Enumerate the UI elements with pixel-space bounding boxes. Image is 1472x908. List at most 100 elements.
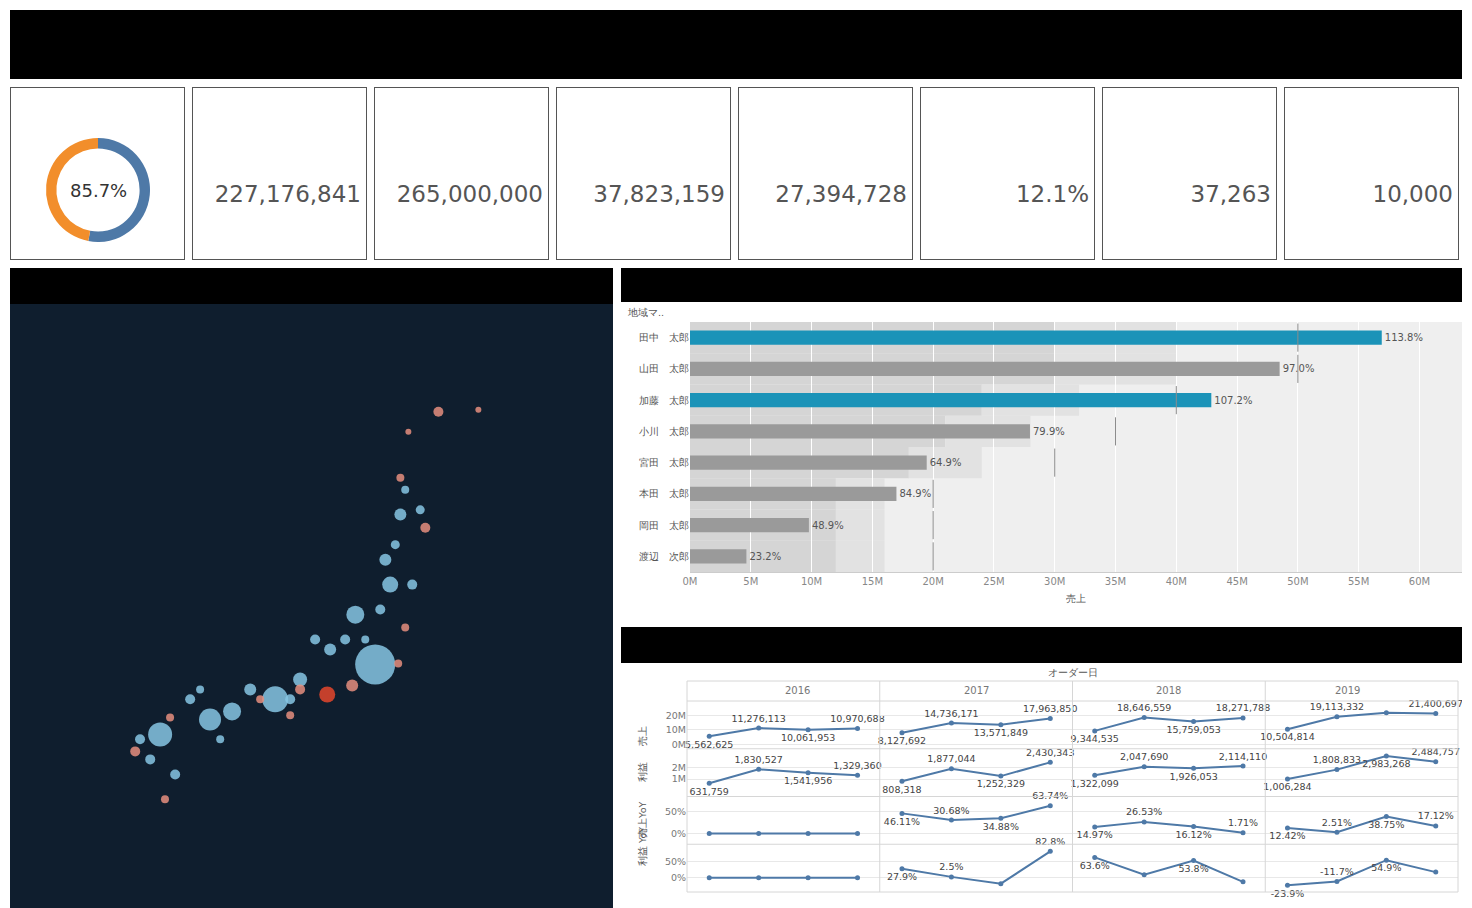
svg-text:97.0%: 97.0% bbox=[1283, 363, 1315, 374]
svg-text:5M: 5M bbox=[743, 576, 758, 587]
svg-text:1,322,099: 1,322,099 bbox=[1071, 778, 1119, 789]
svg-text:113.8%: 113.8% bbox=[1385, 332, 1423, 343]
svg-text:0M: 0M bbox=[683, 576, 698, 587]
svg-text:1,830,527: 1,830,527 bbox=[734, 754, 782, 765]
svg-text:13,571,849: 13,571,849 bbox=[974, 727, 1028, 738]
svg-text:小川 太郎: 小川 太郎 bbox=[639, 426, 689, 437]
svg-text:加藤 太郎: 加藤 太郎 bbox=[639, 395, 689, 406]
svg-text:2M: 2M bbox=[672, 762, 686, 773]
svg-text:25M: 25M bbox=[983, 576, 1004, 587]
svg-text:23.2%: 23.2% bbox=[749, 551, 781, 562]
svg-text:2018: 2018 bbox=[1156, 685, 1181, 696]
svg-text:54.9%: 54.9% bbox=[1371, 862, 1401, 873]
svg-text:45M: 45M bbox=[1226, 576, 1247, 587]
svg-text:1,877,044: 1,877,044 bbox=[927, 753, 975, 764]
svg-text:53.8%: 53.8% bbox=[1178, 863, 1208, 874]
svg-text:631,759: 631,759 bbox=[690, 786, 729, 797]
svg-text:11,276,113: 11,276,113 bbox=[731, 713, 785, 724]
svg-text:1,808,833: 1,808,833 bbox=[1313, 754, 1361, 765]
svg-text:売上: 売上 bbox=[637, 726, 648, 746]
svg-text:808,318: 808,318 bbox=[882, 784, 921, 795]
svg-text:売上: 売上 bbox=[1066, 593, 1086, 604]
svg-text:19,113,332: 19,113,332 bbox=[1310, 701, 1364, 712]
svg-text:2,114,110: 2,114,110 bbox=[1219, 751, 1267, 762]
svg-text:55M: 55M bbox=[1348, 576, 1369, 587]
svg-text:-23.9%: -23.9% bbox=[1271, 888, 1305, 899]
svg-text:5,562,625: 5,562,625 bbox=[685, 739, 733, 750]
svg-text:2.5%: 2.5% bbox=[939, 861, 963, 872]
svg-text:35M: 35M bbox=[1105, 576, 1126, 587]
svg-text:山田 太郎: 山田 太郎 bbox=[639, 363, 689, 374]
svg-text:2,983,268: 2,983,268 bbox=[1362, 758, 1410, 769]
svg-text:地域マ..: 地域マ.. bbox=[627, 307, 664, 318]
svg-text:46.11%: 46.11% bbox=[884, 816, 920, 827]
svg-text:30M: 30M bbox=[1044, 576, 1065, 587]
svg-text:1,541,956: 1,541,956 bbox=[784, 775, 832, 786]
svg-text:宮田 太郎: 宮田 太郎 bbox=[639, 457, 689, 468]
svg-text:84.9%: 84.9% bbox=[899, 488, 931, 499]
svg-text:14,736,171: 14,736,171 bbox=[924, 708, 978, 719]
svg-text:利益 YoY: 利益 YoY bbox=[637, 827, 648, 866]
svg-text:16.12%: 16.12% bbox=[1175, 829, 1211, 840]
svg-text:85.7%: 85.7% bbox=[70, 180, 127, 201]
svg-text:10M: 10M bbox=[801, 576, 822, 587]
svg-text:18,646,559: 18,646,559 bbox=[1117, 702, 1171, 713]
svg-text:0%: 0% bbox=[671, 872, 686, 883]
svg-text:8,127,692: 8,127,692 bbox=[878, 735, 926, 746]
svg-text:26.53%: 26.53% bbox=[1126, 806, 1162, 817]
svg-text:17.12%: 17.12% bbox=[1418, 810, 1454, 821]
svg-text:1M: 1M bbox=[672, 773, 686, 784]
svg-text:本田 太郎: 本田 太郎 bbox=[639, 488, 689, 499]
svg-text:2,484,757: 2,484,757 bbox=[1412, 746, 1460, 757]
svg-text:15,759,053: 15,759,053 bbox=[1166, 724, 1220, 735]
svg-text:-11.7%: -11.7% bbox=[1320, 866, 1354, 877]
svg-text:0%: 0% bbox=[671, 828, 686, 839]
svg-text:1,329,360: 1,329,360 bbox=[833, 760, 881, 771]
svg-text:2019: 2019 bbox=[1335, 685, 1360, 696]
svg-text:1,006,284: 1,006,284 bbox=[1263, 781, 1311, 792]
svg-text:50%: 50% bbox=[665, 856, 686, 867]
svg-text:21,400,697: 21,400,697 bbox=[1409, 698, 1462, 709]
svg-text:82.8%: 82.8% bbox=[1035, 836, 1065, 847]
svg-text:利益: 利益 bbox=[637, 762, 648, 782]
svg-text:20M: 20M bbox=[666, 710, 686, 721]
svg-text:60M: 60M bbox=[1409, 576, 1430, 587]
svg-text:20M: 20M bbox=[922, 576, 943, 587]
svg-text:14.97%: 14.97% bbox=[1077, 829, 1113, 840]
svg-text:売上YoY: 売上YoY bbox=[637, 802, 648, 838]
svg-text:1.71%: 1.71% bbox=[1228, 817, 1258, 828]
svg-text:9,344,535: 9,344,535 bbox=[1071, 733, 1119, 744]
svg-text:1,252,329: 1,252,329 bbox=[977, 778, 1025, 789]
svg-text:17,963,850: 17,963,850 bbox=[1023, 703, 1077, 714]
svg-text:38.75%: 38.75% bbox=[1368, 819, 1404, 830]
svg-text:48.9%: 48.9% bbox=[812, 520, 844, 531]
svg-text:63.6%: 63.6% bbox=[1080, 860, 1110, 871]
svg-text:50%: 50% bbox=[665, 806, 686, 817]
svg-text:渡辺 次郎: 渡辺 次郎 bbox=[639, 551, 689, 562]
svg-text:2.51%: 2.51% bbox=[1322, 817, 1352, 828]
svg-text:2016: 2016 bbox=[785, 685, 810, 696]
svg-text:10M: 10M bbox=[666, 724, 686, 735]
svg-text:岡田 太郎: 岡田 太郎 bbox=[639, 520, 689, 531]
svg-text:30.68%: 30.68% bbox=[933, 805, 969, 816]
svg-text:10,061,953: 10,061,953 bbox=[781, 732, 835, 743]
svg-text:107.2%: 107.2% bbox=[1214, 395, 1252, 406]
svg-text:79.9%: 79.9% bbox=[1033, 426, 1065, 437]
svg-text:10,970,688: 10,970,688 bbox=[830, 713, 884, 724]
svg-text:2017: 2017 bbox=[964, 685, 989, 696]
svg-text:40M: 40M bbox=[1166, 576, 1187, 587]
svg-text:63.74%: 63.74% bbox=[1032, 790, 1068, 801]
svg-text:18,271,788: 18,271,788 bbox=[1216, 702, 1270, 713]
svg-text:50M: 50M bbox=[1287, 576, 1308, 587]
svg-text:12.42%: 12.42% bbox=[1269, 830, 1305, 841]
svg-text:2,430,343: 2,430,343 bbox=[1026, 747, 1074, 758]
svg-text:1,926,053: 1,926,053 bbox=[1169, 771, 1217, 782]
svg-text:10,504,814: 10,504,814 bbox=[1260, 731, 1314, 742]
svg-text:64.9%: 64.9% bbox=[930, 457, 962, 468]
svg-text:田中 太郎: 田中 太郎 bbox=[639, 332, 689, 343]
svg-text:オーダー日: オーダー日 bbox=[1048, 667, 1098, 678]
svg-text:34.88%: 34.88% bbox=[983, 821, 1019, 832]
svg-text:0M: 0M bbox=[672, 739, 686, 750]
svg-text:2,047,690: 2,047,690 bbox=[1120, 751, 1168, 762]
svg-text:27.9%: 27.9% bbox=[887, 871, 917, 882]
